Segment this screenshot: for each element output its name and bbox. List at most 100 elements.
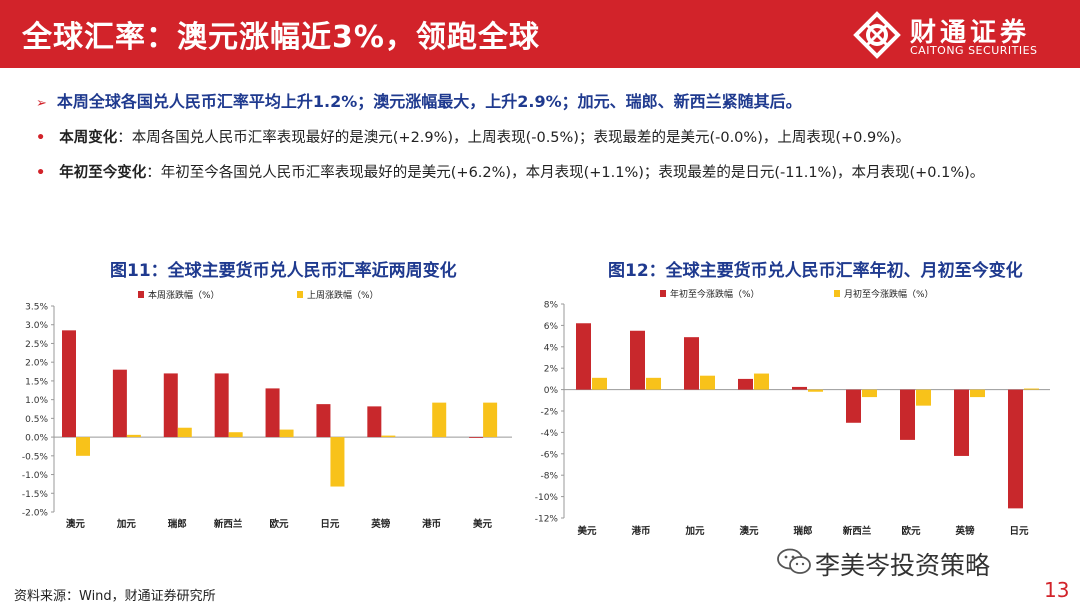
- legend-swatch: [660, 290, 666, 297]
- bar: [432, 402, 447, 438]
- legend-label: 年初至今涨跌幅（%）: [670, 288, 760, 300]
- y-tick-label: -1.0%: [22, 471, 49, 481]
- bar: [330, 437, 345, 487]
- x-category-label: 澳元: [66, 518, 86, 530]
- y-tick-label: -10%: [535, 493, 559, 503]
- bar: [754, 373, 769, 390]
- bar: [163, 373, 178, 438]
- x-category-label: 瑞郎: [793, 525, 813, 537]
- bar: [62, 330, 76, 438]
- y-tick-label: -8%: [540, 472, 558, 482]
- bar: [700, 375, 715, 390]
- bar: [469, 437, 484, 438]
- summary-item-lead: 本周变化: [59, 130, 118, 146]
- x-category-label: 新西兰: [214, 518, 243, 530]
- bar: [862, 389, 877, 398]
- bar: [1008, 389, 1023, 509]
- page-number: 13: [1044, 578, 1070, 602]
- x-category-label: 港币: [422, 518, 442, 530]
- y-tick-label: -2.0%: [22, 509, 49, 519]
- y-tick-label: -12%: [535, 515, 559, 525]
- x-category-label: 日元: [1009, 526, 1029, 537]
- y-tick-label: 0.5%: [25, 415, 48, 425]
- bar: [684, 337, 699, 390]
- summary-main-text: 本周全球各国兑人民币汇率平均上升1.2%；澳元涨幅最大，上升2.9%；加元、瑞郎…: [56, 92, 802, 111]
- chart-title-fig11: 图11：全球主要货币兑人民币汇率近两周变化: [110, 261, 457, 281]
- bar: [646, 377, 661, 390]
- bar: [576, 323, 591, 390]
- y-tick-label: 3.5%: [25, 303, 48, 313]
- chart-fig11: 3.5% 3.0% 2.5% 2.0% 1.5% 1.0% 0.5% 0.0% -0.5% -1.…: [22, 289, 512, 530]
- y-tick-label: -0.5%: [22, 452, 49, 462]
- dot-bullet-icon: •: [36, 130, 46, 146]
- legend-swatch: [834, 290, 840, 297]
- y-tick-label: 1.0%: [25, 396, 48, 406]
- x-category-label: 美元: [576, 525, 597, 537]
- page-title: 全球汇率：澳元涨幅近3%，领跑全球: [22, 20, 540, 55]
- y-tick-label: 4%: [544, 343, 559, 353]
- bar: [316, 404, 331, 438]
- x-category-label: 欧元: [269, 518, 289, 530]
- bar: [630, 330, 645, 390]
- arrow-bullet-icon: ➢: [36, 96, 47, 111]
- bar: [279, 429, 294, 438]
- bar: [916, 389, 931, 406]
- summary-item-ytd: • 年初至今变化：年初至今各国兑人民币汇率表现最好的是美元(+6.2%)，本月表现…: [36, 161, 984, 182]
- logo-text-en: CAITONG SECURITIES: [910, 44, 1038, 57]
- bar: [954, 389, 969, 456]
- bar: [738, 378, 753, 390]
- y-tick-label: -2%: [540, 408, 558, 418]
- y-tick-label: 2.0%: [25, 359, 48, 369]
- y-tick-label: 2.5%: [25, 340, 48, 350]
- dot-bullet-icon: •: [36, 165, 46, 181]
- x-category-label: 加元: [684, 525, 705, 537]
- x-category-label: 美元: [472, 518, 493, 530]
- summary-item-text: ：年初至今各国兑人民币汇率表现最好的是美元(+6.2%)，本月表现(+1.1%)…: [146, 165, 985, 181]
- bar: [970, 389, 985, 398]
- summary-item-text: ：本周各国兑人民币汇率表现最好的是澳元(+2.9%)，上周表现(-0.5%)；表…: [117, 130, 911, 146]
- y-tick-label: 3.0%: [25, 321, 48, 331]
- wechat-icon: [777, 548, 811, 574]
- bar: [76, 437, 90, 456]
- x-category-label: 港币: [631, 525, 651, 537]
- x-category-label: 欧元: [901, 525, 921, 537]
- y-tick-label: -1.5%: [22, 490, 49, 500]
- legend-swatch: [297, 291, 303, 298]
- legend-label: 本周涨跌幅（%）: [148, 289, 220, 301]
- watermark-text: 李美岑投资策略: [815, 551, 991, 580]
- x-category-label: 新西兰: [843, 525, 872, 537]
- bar: [228, 432, 243, 438]
- bar: [214, 373, 229, 438]
- bar: [367, 406, 382, 438]
- y-tick-label: 0.0%: [25, 434, 48, 444]
- x-category-label: 加元: [116, 518, 137, 530]
- bar: [265, 388, 280, 438]
- legend-swatch: [138, 291, 144, 298]
- summary-main: ➢ 本周全球各国兑人民币汇率平均上升1.2%；澳元涨幅最大，上升2.9%；加元、瑞…: [36, 88, 802, 112]
- y-tick-label: 2%: [544, 365, 559, 375]
- bar: [808, 389, 823, 392]
- x-category-label: 澳元: [739, 525, 759, 537]
- bar: [1024, 388, 1039, 390]
- legend-label: 月初至今涨跌幅（%）: [844, 288, 934, 300]
- summary-item-lead: 年初至今变化: [59, 165, 147, 181]
- header-bar: 全球汇率：澳元涨幅近3%，领跑全球 财通证券 CAITONG SECURITIE…: [0, 0, 1080, 68]
- bar: [483, 402, 498, 438]
- logo-text-cn: 财通证券: [910, 18, 1031, 48]
- y-tick-label: 6%: [544, 322, 559, 332]
- bar: [900, 389, 915, 440]
- bar: [592, 377, 607, 390]
- chart-fig12: 8% 6% 4% 2% 0% -2% -4% -6% -8% -10% -12% 美元 港币 加元 澳元 瑞郎…: [535, 288, 1050, 537]
- y-tick-label: 0%: [544, 386, 559, 396]
- legend-label: 上周涨跌幅（%）: [307, 289, 379, 301]
- bar: [112, 369, 127, 438]
- source-note: 资料来源：Wind，财通证券研究所: [14, 589, 216, 604]
- y-tick-label: -4%: [540, 429, 558, 439]
- bar: [126, 434, 141, 438]
- bar: [792, 386, 807, 390]
- summary-item-weekly: • 本周变化：本周各国兑人民币汇率表现最好的是澳元(+2.9%)，上周表现(-0.…: [36, 126, 910, 147]
- bar: [177, 427, 192, 438]
- x-category-label: 瑞郎: [168, 518, 188, 530]
- caitong-logo: 财通证券 CAITONG SECURITIES: [852, 8, 1062, 62]
- caitong-logo-icon: [853, 11, 901, 59]
